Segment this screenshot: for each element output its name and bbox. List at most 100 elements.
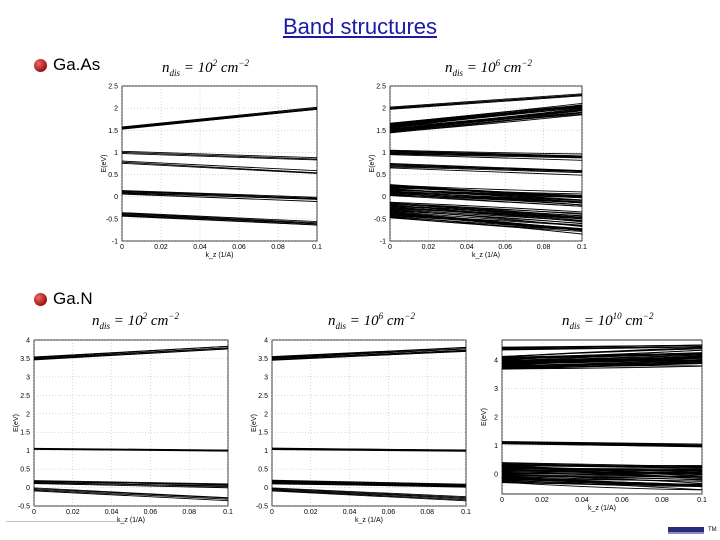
band-line [122,193,317,202]
band-line [122,192,317,200]
band-line [122,212,317,224]
x-axis-label: k_z (1/A) [588,505,616,512]
plot-frame [33,339,229,507]
band-line [34,487,228,499]
y-tick-label: 1 [382,150,386,157]
band-line [34,480,228,485]
eq-sub: dis [169,68,181,78]
eq-unit: cm [147,313,169,329]
x-tick-label: 0.02 [304,509,318,516]
x-tick-label: 0 [120,244,124,251]
x-tick-label: 0.08 [182,509,196,516]
y-tick-label: 1.5 [20,430,30,437]
eq-rhs: = 10 [580,313,613,329]
band-line [34,480,228,486]
eq-unit-exp: −2 [642,311,654,321]
band-line [390,153,582,159]
band-line [390,211,582,230]
band-line [502,470,702,477]
band-line [272,447,466,451]
eq-sub: dis [452,68,464,78]
material-name: Ga.As [53,55,101,74]
band-line [272,488,466,499]
band-line [272,480,466,486]
band-line [502,352,702,358]
band-line [390,210,582,226]
y-tick-label: 0 [382,194,386,201]
band-line [502,441,702,446]
x-axis-label: k_z (1/A) [472,252,500,259]
band-line [272,346,466,358]
x-axis-label: k_z (1/A) [355,517,383,524]
band-line [390,163,582,172]
y-tick-label: -1 [380,239,386,246]
eq-unit: cm [383,313,405,329]
y-tick-label: 4 [494,357,498,364]
plot-frame [271,339,467,507]
y-tick-label: 1 [264,448,268,455]
y-tick-label: 2.5 [20,393,30,400]
band-line [272,350,466,361]
band-lines [272,346,466,502]
y-axis-label: E(eV) [13,414,20,432]
eq-rhs: = 10 [110,313,143,329]
band-line [390,102,582,124]
band-line [272,482,466,488]
band-line [390,166,582,174]
y-tick-label: 1 [494,443,498,450]
eq-sub: dis [99,321,111,331]
x-tick-label: 0.06 [615,497,629,504]
y-tick-label: 0 [494,472,498,479]
equation-gan-low: ndis = 102 cm−2 [92,311,179,331]
x-tick-label: 0.08 [537,244,551,251]
y-tick-label: 4 [26,338,30,345]
band-line [390,167,582,176]
band-line [34,348,228,360]
y-axis-label: E(eV) [101,155,108,173]
band-line [502,477,702,487]
band-plot-gan-mid: 0 0.02 0.04 0.06 0.08 0.1-0.500.511.522.533.5… [251,338,471,525]
band-line [122,153,317,161]
x-tick-label: 0 [500,497,504,504]
y-tick-label: 3 [494,386,498,393]
x-tick-label: 0 [270,509,274,516]
y-tick-label: -0.5 [256,504,268,511]
bullet-dot-icon [34,292,47,306]
band-line [122,108,317,130]
band-plot-gan-low: 0 0.02 0.04 0.06 0.08 0.1-0.500.511.522.533.5… [13,338,233,525]
y-tick-label: 0 [114,194,118,201]
x-tick-label: 0.04 [575,497,589,504]
band-line [502,362,702,367]
band-line [390,211,582,230]
band-line [272,487,466,498]
band-line [502,465,702,475]
band-line [122,108,317,129]
band-line [390,187,582,201]
band-line [390,110,582,130]
x-tick-label: 0.04 [105,509,119,516]
band-line [390,192,582,206]
band-line [390,106,582,125]
x-tick-label: 0.06 [498,244,512,251]
eq-unit: cm [500,60,522,76]
x-axis-label: k_z (1/A) [117,517,145,524]
band-line [390,190,582,204]
band-line [390,94,582,109]
x-tick-label: 0.08 [655,497,669,504]
band-line [390,209,582,227]
band-lines [122,106,317,226]
y-tick-label: 2.5 [258,393,268,400]
band-line [390,212,582,231]
band-line [34,490,228,502]
band-line [390,204,582,220]
x-tick-label: 0.02 [422,244,436,251]
x-tick-label: 0.04 [343,509,357,516]
equation-gaas-high: ndis = 106 cm−2 [445,58,532,78]
eq-base: n [328,313,336,329]
band-line [390,207,582,223]
equation-gan-high: ndis = 1010 cm−2 [562,311,653,331]
y-tick-label: -0.5 [374,216,386,223]
eq-exp: 2 [212,58,218,68]
band-line [502,474,702,484]
band-line [272,488,466,500]
